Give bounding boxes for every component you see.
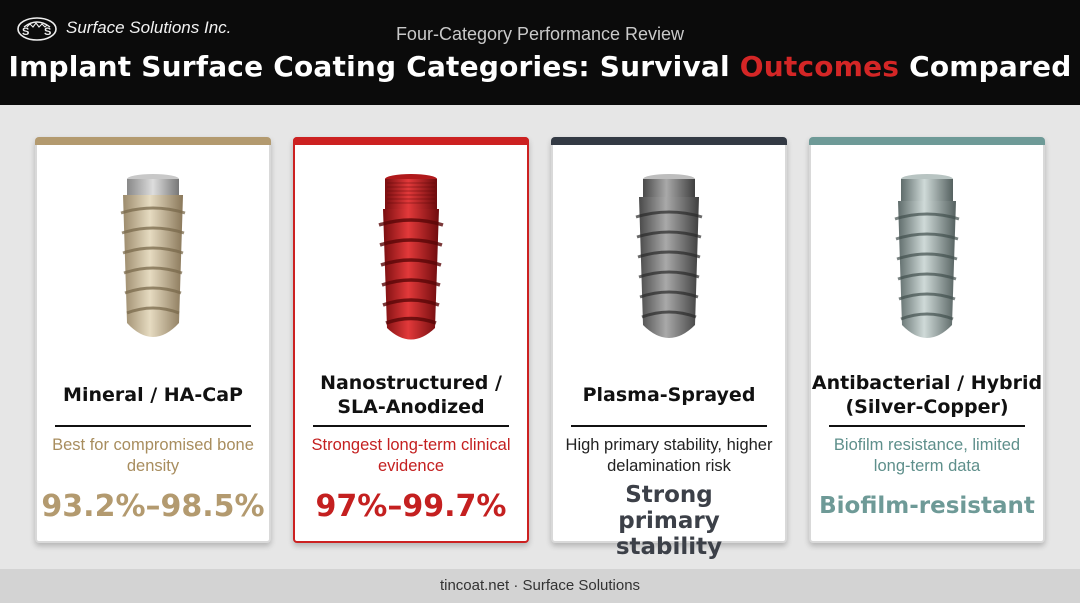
brand-logo: S S Surface Solutions Inc. [16, 14, 231, 42]
card-accent-bar [35, 137, 271, 145]
logo-icon: S S [17, 17, 57, 41]
card-title: Plasma-Sprayed [582, 384, 756, 406]
page-title: Implant Surface Coating Categories: Surv… [0, 50, 1080, 83]
brand-name: Surface Solutions Inc. [66, 18, 232, 37]
card-description: High primary stability, higher delaminat… [565, 436, 773, 475]
implant-mineral-icon [120, 174, 186, 337]
divider [571, 425, 767, 427]
card-title: Mineral / HA-CaP [63, 384, 243, 406]
implant-silver-icon [894, 174, 960, 338]
card-accent-bar [809, 137, 1045, 145]
title-accent: Outcomes [739, 50, 900, 83]
divider [55, 425, 251, 427]
svg-text:S: S [44, 26, 51, 38]
card-plasma-sprayed: Plasma-Sprayed High primary stability, h… [551, 137, 787, 560]
card-description: Best for compromised bone density [52, 436, 254, 475]
page-subtitle: Four-Category Performance Review [395, 24, 685, 44]
card-antibacterial-hybrid: Antibacterial / Hybrid (Silver-Copper) B… [809, 137, 1045, 543]
card-metric: 97%–99.7% [315, 489, 507, 524]
footer: tincoat.net · Surface Solutions [0, 569, 1080, 603]
divider [313, 425, 509, 427]
card-nanostructured: Nanostructured / SLA-Anodized Strongest … [293, 137, 529, 543]
card-title: Nanostructured / SLA-Anodized [320, 372, 502, 418]
title-part-1: Implant Surface Coating Categories: Surv… [8, 50, 740, 83]
card-accent-bar [293, 137, 529, 145]
implant-gray-icon [635, 174, 703, 338]
svg-text:S: S [22, 26, 29, 38]
implant-red-icon [378, 174, 444, 340]
card-metric: Strong primary stability [615, 482, 723, 560]
card-title: Antibacterial / Hybrid (Silver-Copper) [811, 372, 1043, 418]
card-metric: Biofilm-resistant [819, 493, 1035, 519]
title-part-2: Compared [899, 50, 1072, 83]
card-description: Biofilm resistance, limited long-term da… [833, 436, 1021, 475]
header-banner: S S Surface Solutions Inc. Four-Category… [0, 0, 1080, 105]
card-metric: 93.2%–98.5% [41, 489, 265, 524]
card-accent-bar [551, 137, 787, 145]
divider [829, 425, 1025, 427]
card-mineral: Mineral / HA-CaP Best for compromised bo… [35, 137, 271, 543]
card-description: Strongest long-term clinical evidence [311, 436, 511, 475]
